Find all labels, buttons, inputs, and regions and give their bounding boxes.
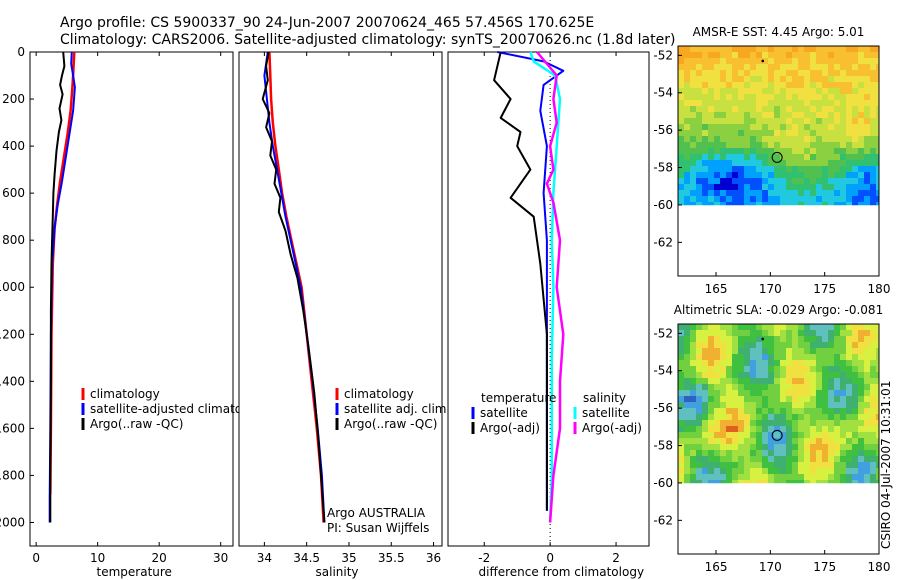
x-axis-label: salinity xyxy=(316,565,359,579)
series-line-satellite xyxy=(529,51,562,523)
previous-position-marker xyxy=(761,59,765,63)
annotation-line2: PI: Susan Wijffels xyxy=(327,521,429,535)
y-tick-label: 1600 xyxy=(0,421,25,435)
y-tick-label: 1400 xyxy=(0,374,25,388)
legend-entry: satellite xyxy=(582,406,630,420)
x-axis-label: temperature xyxy=(97,565,172,579)
x-tick-label: -2 xyxy=(478,551,490,565)
x-tick-label: 170 xyxy=(759,560,782,574)
y-tick-label: -58 xyxy=(653,439,673,453)
legend-entry: Argo(..raw -QC) xyxy=(344,417,437,431)
x-tick-label: 34.5 xyxy=(293,551,320,565)
x-tick-label: 35.5 xyxy=(378,551,405,565)
x-tick-label: 10 xyxy=(90,551,105,565)
y-tick-label: 800 xyxy=(2,233,25,247)
legend-entry: satellite xyxy=(480,406,528,420)
x-tick-label: 30 xyxy=(213,551,228,565)
legend-header-salinity: salinity xyxy=(583,391,626,405)
y-tick-label: -58 xyxy=(653,161,673,175)
series-line-argoadj xyxy=(493,51,548,511)
y-tick-label: 200 xyxy=(2,92,25,106)
x-tick-label: 165 xyxy=(705,560,728,574)
x-tick-label: 20 xyxy=(152,551,167,565)
profile-panel-2: 34 34.5 35 35.5 36 salinity climatologysatelli… xyxy=(238,51,450,579)
plot-frame xyxy=(447,51,650,547)
side-timestamp-label: CSIRO 04-Jul-2007 10:31:01 xyxy=(879,381,893,549)
map-panel-sst: AMSR-E SST: 4.45 Argo: 5.01 165 170 175 180 -… xyxy=(653,25,890,296)
legend-entry: Argo(-adj) xyxy=(480,421,540,435)
map-title: Altimetric SLA: -0.029 Argo: -0.081 xyxy=(674,303,883,317)
heatmap-cells xyxy=(678,324,880,484)
y-tick-label: 400 xyxy=(2,139,25,153)
y-tick-label: 600 xyxy=(2,186,25,200)
x-tick-label: 0 xyxy=(32,551,40,565)
previous-position-marker xyxy=(761,337,765,341)
heatmap-cells xyxy=(678,46,880,206)
y-tick-label: 0 xyxy=(17,45,25,59)
legend-entry: satellite adj. clim. xyxy=(344,402,450,416)
figure-title-line2: Climatology: CARS2006. Satellite-adjuste… xyxy=(60,32,675,48)
plot-frame xyxy=(238,51,443,547)
x-tick-label: 2 xyxy=(612,551,620,565)
legend-entry: satellite-adjusted climatology xyxy=(90,402,268,416)
y-tick-label: 1800 xyxy=(0,468,25,482)
map-frame xyxy=(677,45,880,277)
y-tick-label: 1200 xyxy=(0,327,25,341)
legend-entry: climatology xyxy=(90,387,160,401)
x-tick-label: 0 xyxy=(546,551,554,565)
series-line-argorawqc xyxy=(49,51,66,523)
y-tick-label: 1000 xyxy=(0,280,25,294)
x-tick-label: 35 xyxy=(341,551,356,565)
y-tick-label: 2000 xyxy=(0,515,25,529)
y-tick-label: -62 xyxy=(653,235,673,249)
float-position-marker xyxy=(771,151,783,163)
x-tick-label: 36 xyxy=(426,551,441,565)
y-tick-label: -62 xyxy=(653,513,673,527)
x-tick-label: 180 xyxy=(868,282,891,296)
y-tick-label: -52 xyxy=(653,326,673,340)
y-tick-label: -54 xyxy=(653,364,673,378)
y-tick-label: -60 xyxy=(653,198,673,212)
profile-panel-1: 0 10 20 30 0 200 400 600 800 1000 1200 1400 1600 1800… xyxy=(0,45,268,579)
annotation-line1: Argo AUSTRALIA xyxy=(327,506,426,520)
legend-header-temperature: temperature xyxy=(481,391,556,405)
map-frame xyxy=(677,323,880,555)
x-tick-label: 175 xyxy=(813,560,836,574)
y-tick-label: -56 xyxy=(653,123,673,137)
legend-entry: climatology xyxy=(344,387,414,401)
x-tick-label: 165 xyxy=(705,282,728,296)
y-tick-label: -52 xyxy=(653,48,673,62)
y-tick-label: -60 xyxy=(653,476,673,490)
y-tick-label: -56 xyxy=(653,401,673,415)
y-tick-label: -54 xyxy=(653,86,673,100)
legend-entry: Argo(..raw -QC) xyxy=(90,417,183,431)
x-tick-label: 175 xyxy=(813,282,836,296)
plot-frame xyxy=(29,51,234,547)
series-line-argorawqc xyxy=(261,51,326,523)
figure-title-line1: Argo profile: CS 5900337_90 24-Jun-2007 … xyxy=(60,15,594,31)
map-panel-sla: Altimetric SLA: -0.029 Argo: -0.081 165 17… xyxy=(653,303,890,574)
map-title: AMSR-E SST: 4.45 Argo: 5.01 xyxy=(693,25,865,39)
series-line-argoadj xyxy=(536,51,565,523)
float-position-marker xyxy=(771,429,783,441)
legend-entry: Argo(-adj) xyxy=(582,421,642,435)
x-tick-label: 180 xyxy=(868,560,891,574)
x-tick-label: 170 xyxy=(759,282,782,296)
x-tick-label: 34 xyxy=(257,551,272,565)
x-axis-label: difference from climatology xyxy=(479,565,645,579)
